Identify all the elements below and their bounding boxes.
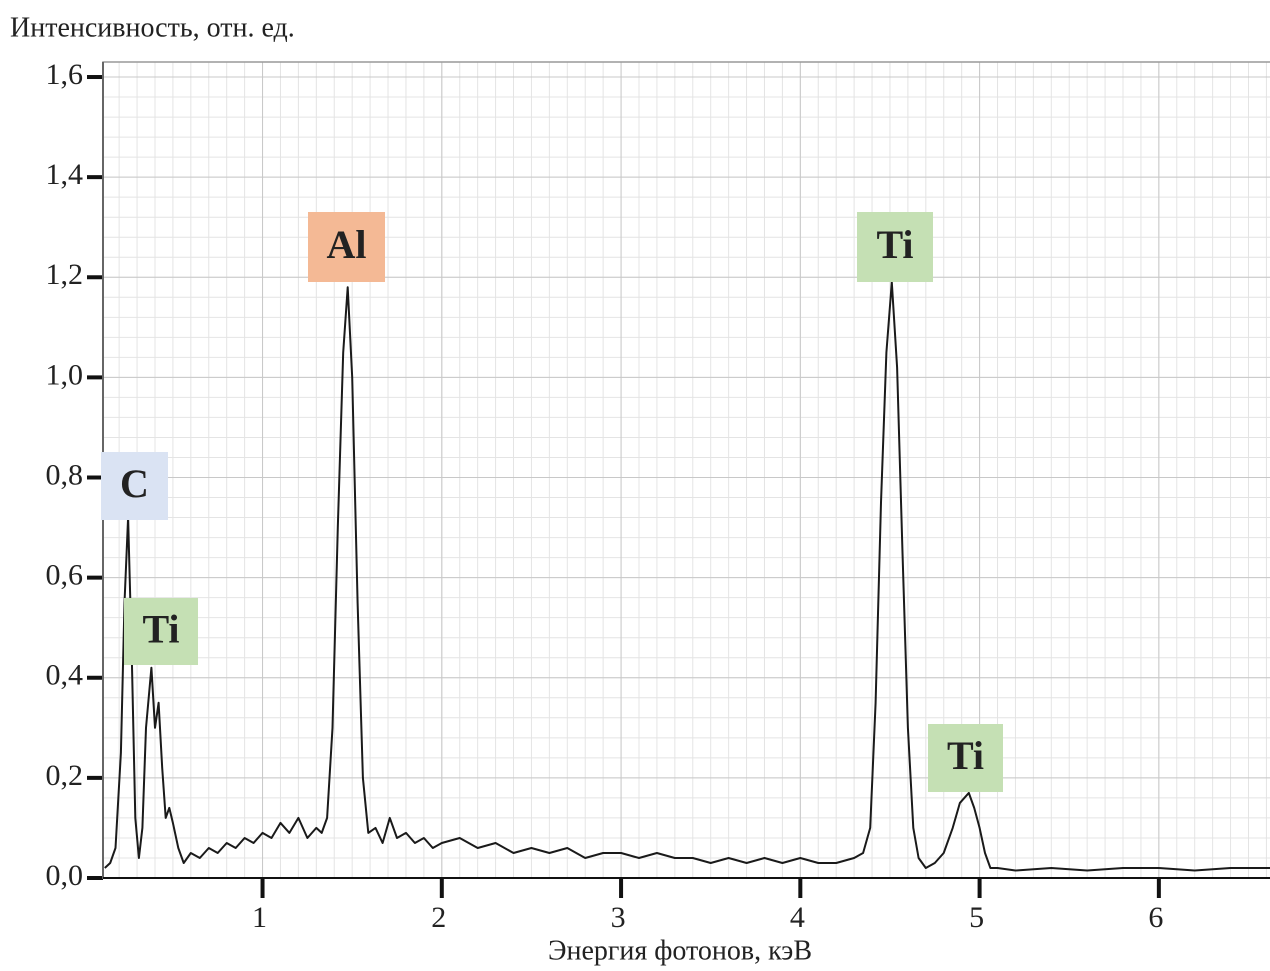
spectrum-line	[104, 281, 1270, 872]
x-tick-label: 3	[611, 901, 626, 934]
y-tick-label: 1,6	[46, 58, 84, 91]
x-tick-label: 1	[252, 901, 267, 934]
annotation-label: C	[120, 461, 149, 506]
annotation-box	[101, 452, 168, 520]
annotation-label: Al	[327, 222, 367, 267]
annotation-box	[308, 212, 385, 282]
annotation-label: Ti	[142, 607, 179, 652]
y-tick-label: 0,4	[46, 659, 84, 692]
y-tick-label: 0,6	[46, 559, 84, 592]
annotation-box	[928, 724, 1003, 792]
y-tick-label: 1,4	[46, 158, 84, 191]
y-tick-label: 0,0	[46, 859, 84, 892]
annotation-label: Ti	[947, 733, 984, 778]
y-tick-label: 0,2	[46, 759, 84, 792]
annotation-label: Ti	[876, 222, 913, 267]
y-axis-title: Интенсивность, отн. ед.	[10, 12, 295, 43]
x-tick-label: 2	[431, 901, 446, 934]
annotation-box	[124, 598, 198, 665]
y-tick-label: 1,0	[46, 358, 84, 391]
x-tick-label: 5	[969, 901, 984, 934]
y-tick-label: 0,8	[46, 458, 84, 491]
annotation-box	[857, 212, 933, 282]
y-tick-label: 1,2	[46, 258, 84, 291]
x-tick-label: 4	[790, 901, 805, 934]
x-axis-title: Энергия фотонов, кэВ	[548, 935, 812, 966]
x-tick-label: 6	[1148, 901, 1163, 934]
